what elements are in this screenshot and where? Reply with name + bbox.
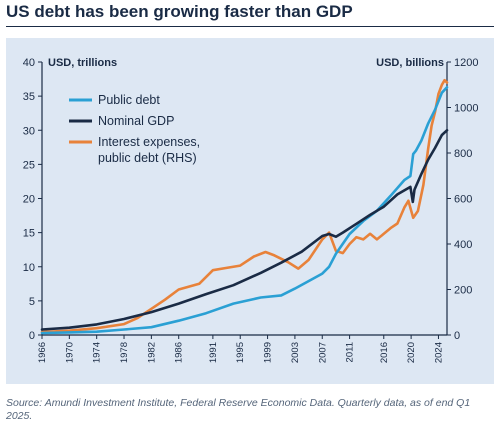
line-chart: USD, trillions USD, billions 0 5 10 15 20 25 3… <box>23 57 479 363</box>
left-y-tick-label: 0 <box>29 330 35 342</box>
right-y-tick-label: 1200 <box>454 57 478 69</box>
left-y-tick-label: 20 <box>23 194 35 206</box>
x-tick-label: 1966 <box>37 342 48 363</box>
x-tick-label: 1999 <box>263 342 274 363</box>
left-y-tick-label: 30 <box>23 125 35 137</box>
left-y-tick-label: 15 <box>23 228 35 240</box>
source-note: Source: Amundi Investment Institute, Fed… <box>6 397 471 422</box>
right-y-tick-label: 400 <box>454 239 472 251</box>
series-line-nominal-gdp <box>40 129 449 331</box>
x-tick-label: 1974 <box>92 342 103 363</box>
x-tick-label: 1986 <box>174 342 185 363</box>
right-y-tick-label: 1000 <box>454 103 478 115</box>
series-line-interest-expenses-public-debt-rhs <box>40 78 449 334</box>
legend: Public debt Nominal GDP Interest expense… <box>69 93 200 165</box>
left-y-tick-label: 25 <box>23 159 35 171</box>
left-y-tick-label: 5 <box>29 296 35 308</box>
x-ticks: 1966 1970 1974 1978 1982 1986 1991 1995 1999 2003… <box>37 335 444 363</box>
x-tick-label: 2011 <box>345 342 356 362</box>
left-y-tick-label: 40 <box>23 57 35 69</box>
x-tick-label: 1970 <box>64 342 75 363</box>
x-tick-label: 2020 <box>406 342 417 363</box>
legend-label-interest-expenses-line2: public debt (RHS) <box>98 151 197 165</box>
left-axis-label: USD, trillions <box>48 57 117 69</box>
right-y-tick-label: 0 <box>454 330 460 342</box>
chart-panel: USD, trillions USD, billions 0 5 10 15 20 25 3… <box>6 38 494 384</box>
right-y-ticks: 0 200 400 600 800 1000 1200 <box>447 57 478 342</box>
right-y-tick-label: 800 <box>454 148 472 160</box>
left-y-tick-label: 10 <box>23 262 35 274</box>
x-tick-label: 1991 <box>208 342 219 363</box>
x-tick-label: 2016 <box>379 342 390 363</box>
x-tick-label: 2024 <box>433 342 444 363</box>
left-y-tick-label: 35 <box>23 91 35 103</box>
left-y-ticks: 0 5 10 15 20 25 30 35 40 <box>23 57 42 342</box>
title-underline <box>6 26 494 27</box>
x-tick-label: 1978 <box>119 342 130 363</box>
chart-title: US debt has been growing faster than GDP <box>6 2 353 21</box>
right-y-tick-label: 200 <box>454 285 472 297</box>
legend-label-nominal-gdp: Nominal GDP <box>98 114 174 128</box>
legend-label-public-debt: Public debt <box>98 93 160 107</box>
x-tick-label: 1995 <box>235 342 246 363</box>
x-tick-label: 2003 <box>290 342 301 363</box>
x-tick-label: 1982 <box>146 342 157 363</box>
right-axis-label: USD, billions <box>376 57 444 69</box>
series-layer <box>40 78 449 335</box>
right-y-tick-label: 600 <box>454 194 472 206</box>
legend-label-interest-expenses: Interest expenses, <box>98 135 200 149</box>
x-tick-label: 2007 <box>317 342 328 363</box>
series-line-public-debt <box>40 85 449 335</box>
